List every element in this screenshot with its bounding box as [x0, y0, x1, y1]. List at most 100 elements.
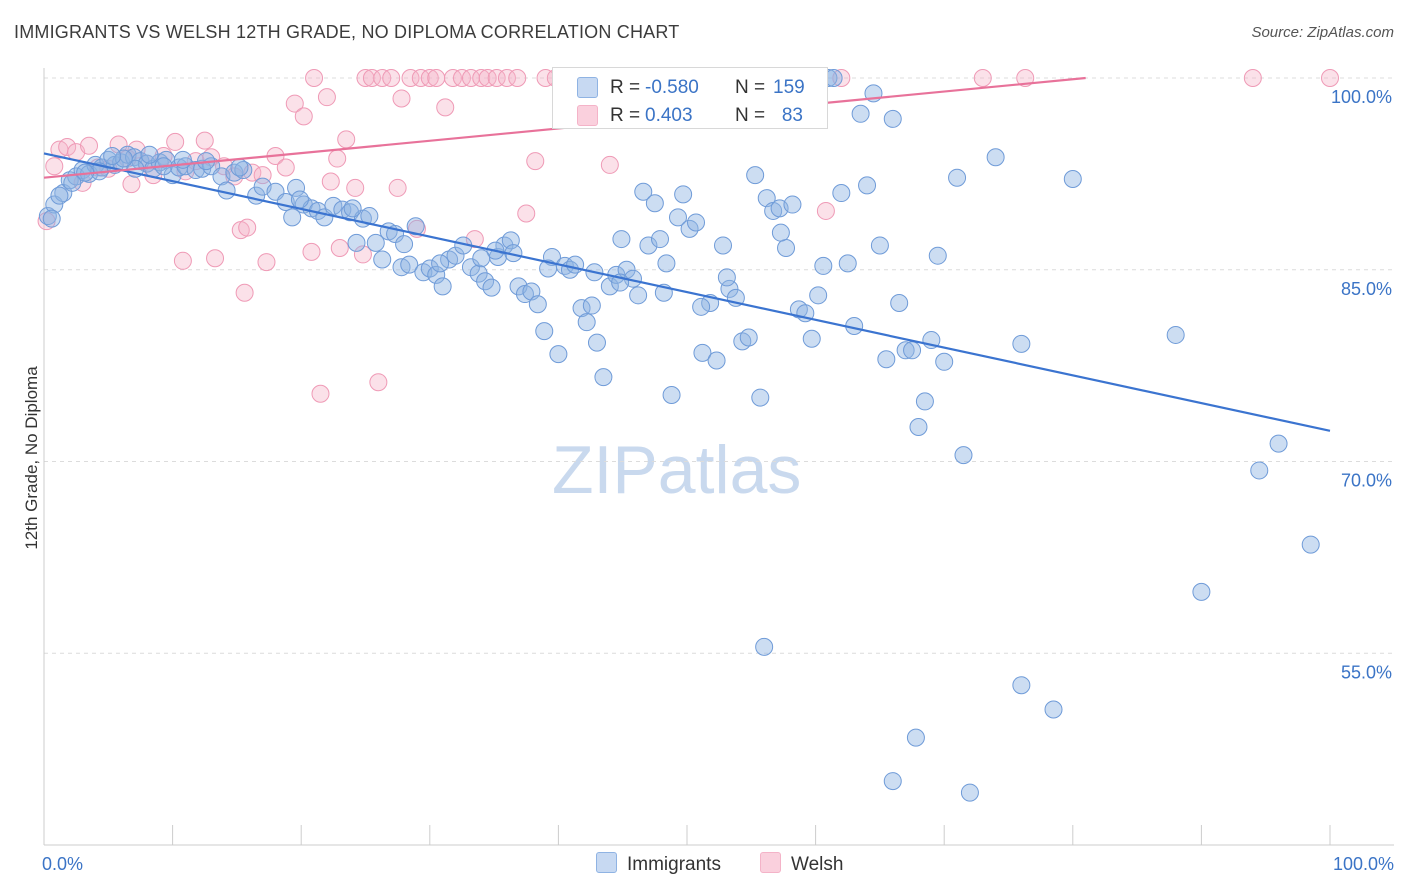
r-label: R = — [610, 105, 641, 126]
welsh-point — [452, 69, 471, 87]
immigrants-point — [472, 249, 491, 268]
immigrants-point — [461, 258, 480, 277]
immigrants-point — [420, 259, 439, 278]
welsh-point — [80, 136, 99, 155]
immigrants-point — [707, 351, 726, 370]
immigrants-point — [674, 185, 693, 204]
immigrants-point — [717, 268, 736, 287]
welsh-point — [337, 130, 356, 149]
welsh-point — [1016, 69, 1035, 87]
immigrants-point — [539, 259, 558, 278]
immigrants-point — [324, 196, 343, 215]
immigrants-point — [954, 446, 973, 465]
welsh-point — [321, 172, 340, 191]
immigrants-point — [1166, 325, 1185, 344]
immigrants-point — [406, 217, 425, 236]
immigrants-point — [883, 772, 902, 791]
immigrants-point — [629, 286, 648, 305]
welsh-point — [388, 178, 407, 197]
immigrants-point — [343, 199, 362, 218]
y-tick-label: 85.0% — [1341, 279, 1392, 299]
immigrants-point — [446, 246, 465, 265]
immigrants-point — [1192, 582, 1211, 601]
legend-row-immigrants: R = -0.580 N = 159 — [553, 73, 827, 103]
immigrants-legend-swatch — [596, 852, 617, 873]
immigrants-point — [814, 256, 833, 275]
welsh-point — [411, 69, 430, 87]
welsh-point — [526, 152, 545, 171]
welsh-point — [166, 132, 185, 151]
immigrants-point — [290, 190, 309, 209]
immigrants-point — [720, 279, 739, 298]
immigrants-point — [63, 173, 82, 192]
watermark-atlas: atlas — [657, 432, 802, 508]
welsh-point — [122, 175, 141, 194]
welsh-point — [497, 69, 516, 87]
welsh-point — [436, 98, 455, 117]
immigrants-point — [858, 176, 877, 195]
immigrants-point — [739, 328, 758, 347]
welsh-point — [420, 69, 439, 87]
immigrants-point — [935, 352, 954, 371]
immigrants-point — [283, 208, 302, 227]
chart-title: IMMIGRANTS VS WELSH 12TH GRADE, NO DIPLO… — [14, 22, 680, 42]
immigrants-point — [594, 368, 613, 387]
immigrants-point — [114, 149, 133, 168]
n-label: N = — [735, 105, 766, 126]
immigrants-point — [587, 333, 606, 352]
immigrants-point — [687, 213, 706, 232]
immigrants-point — [395, 235, 414, 254]
immigrants-point — [777, 239, 796, 258]
immigrants-point — [662, 386, 681, 405]
y-axis-label: 12th Grade, No Diploma — [22, 366, 41, 550]
immigrants-legend-label: Immigrants — [627, 854, 721, 875]
immigrants-point — [890, 293, 909, 312]
immigrants-point — [427, 265, 446, 284]
immigrants-point — [373, 250, 392, 269]
welsh-point — [328, 149, 347, 168]
immigrants-point — [838, 254, 857, 273]
immigrants-point — [903, 341, 922, 360]
welsh-point — [373, 69, 392, 87]
immigrants-point — [896, 341, 915, 360]
welsh-point — [109, 135, 128, 154]
welsh-legend-swatch — [760, 852, 781, 873]
immigrants-point — [692, 297, 711, 316]
immigrants-swatch — [577, 77, 598, 98]
x-tick-label-max: 100.0% — [1333, 854, 1394, 874]
immigrants-point — [103, 146, 122, 165]
r-label: R = — [610, 77, 641, 98]
immigrants-point — [783, 195, 802, 214]
welsh-point — [173, 251, 192, 270]
correlation-legend: R = -0.580 N = 159 R = 0.403 N = 83 — [552, 67, 828, 129]
welsh-point — [276, 158, 295, 177]
immigrants-point — [347, 233, 366, 252]
immigrants-point — [50, 186, 69, 205]
y-tick-label: 100.0% — [1331, 87, 1392, 107]
immigrants-point — [657, 254, 676, 273]
welsh-point — [973, 69, 992, 87]
immigrants-point — [883, 109, 902, 128]
immigrants-trend-line — [43, 152, 1331, 432]
immigrants-point — [582, 296, 601, 315]
immigrants-point — [1063, 169, 1082, 188]
r-value: -0.580 — [645, 77, 699, 98]
welsh-point — [832, 69, 851, 87]
x-tick-label-min: 0.0% — [42, 854, 83, 874]
immigrants-point — [549, 345, 568, 364]
welsh-point — [317, 88, 336, 107]
welsh-point — [1243, 69, 1262, 87]
welsh-point — [443, 69, 462, 87]
welsh-point — [369, 373, 388, 392]
immigrants-point — [755, 637, 774, 656]
immigrants-point — [771, 223, 790, 242]
y-tick-label: 55.0% — [1341, 662, 1392, 682]
y-tick-label: 70.0% — [1341, 471, 1392, 491]
immigrants-point — [1301, 535, 1320, 554]
legend-row-welsh: R = 0.403 N = 83 — [553, 101, 827, 131]
immigrants-point — [802, 329, 821, 348]
welsh-point — [225, 167, 244, 186]
immigrants-point — [634, 182, 653, 201]
immigrants-point — [877, 350, 896, 369]
immigrants-point — [851, 104, 870, 123]
